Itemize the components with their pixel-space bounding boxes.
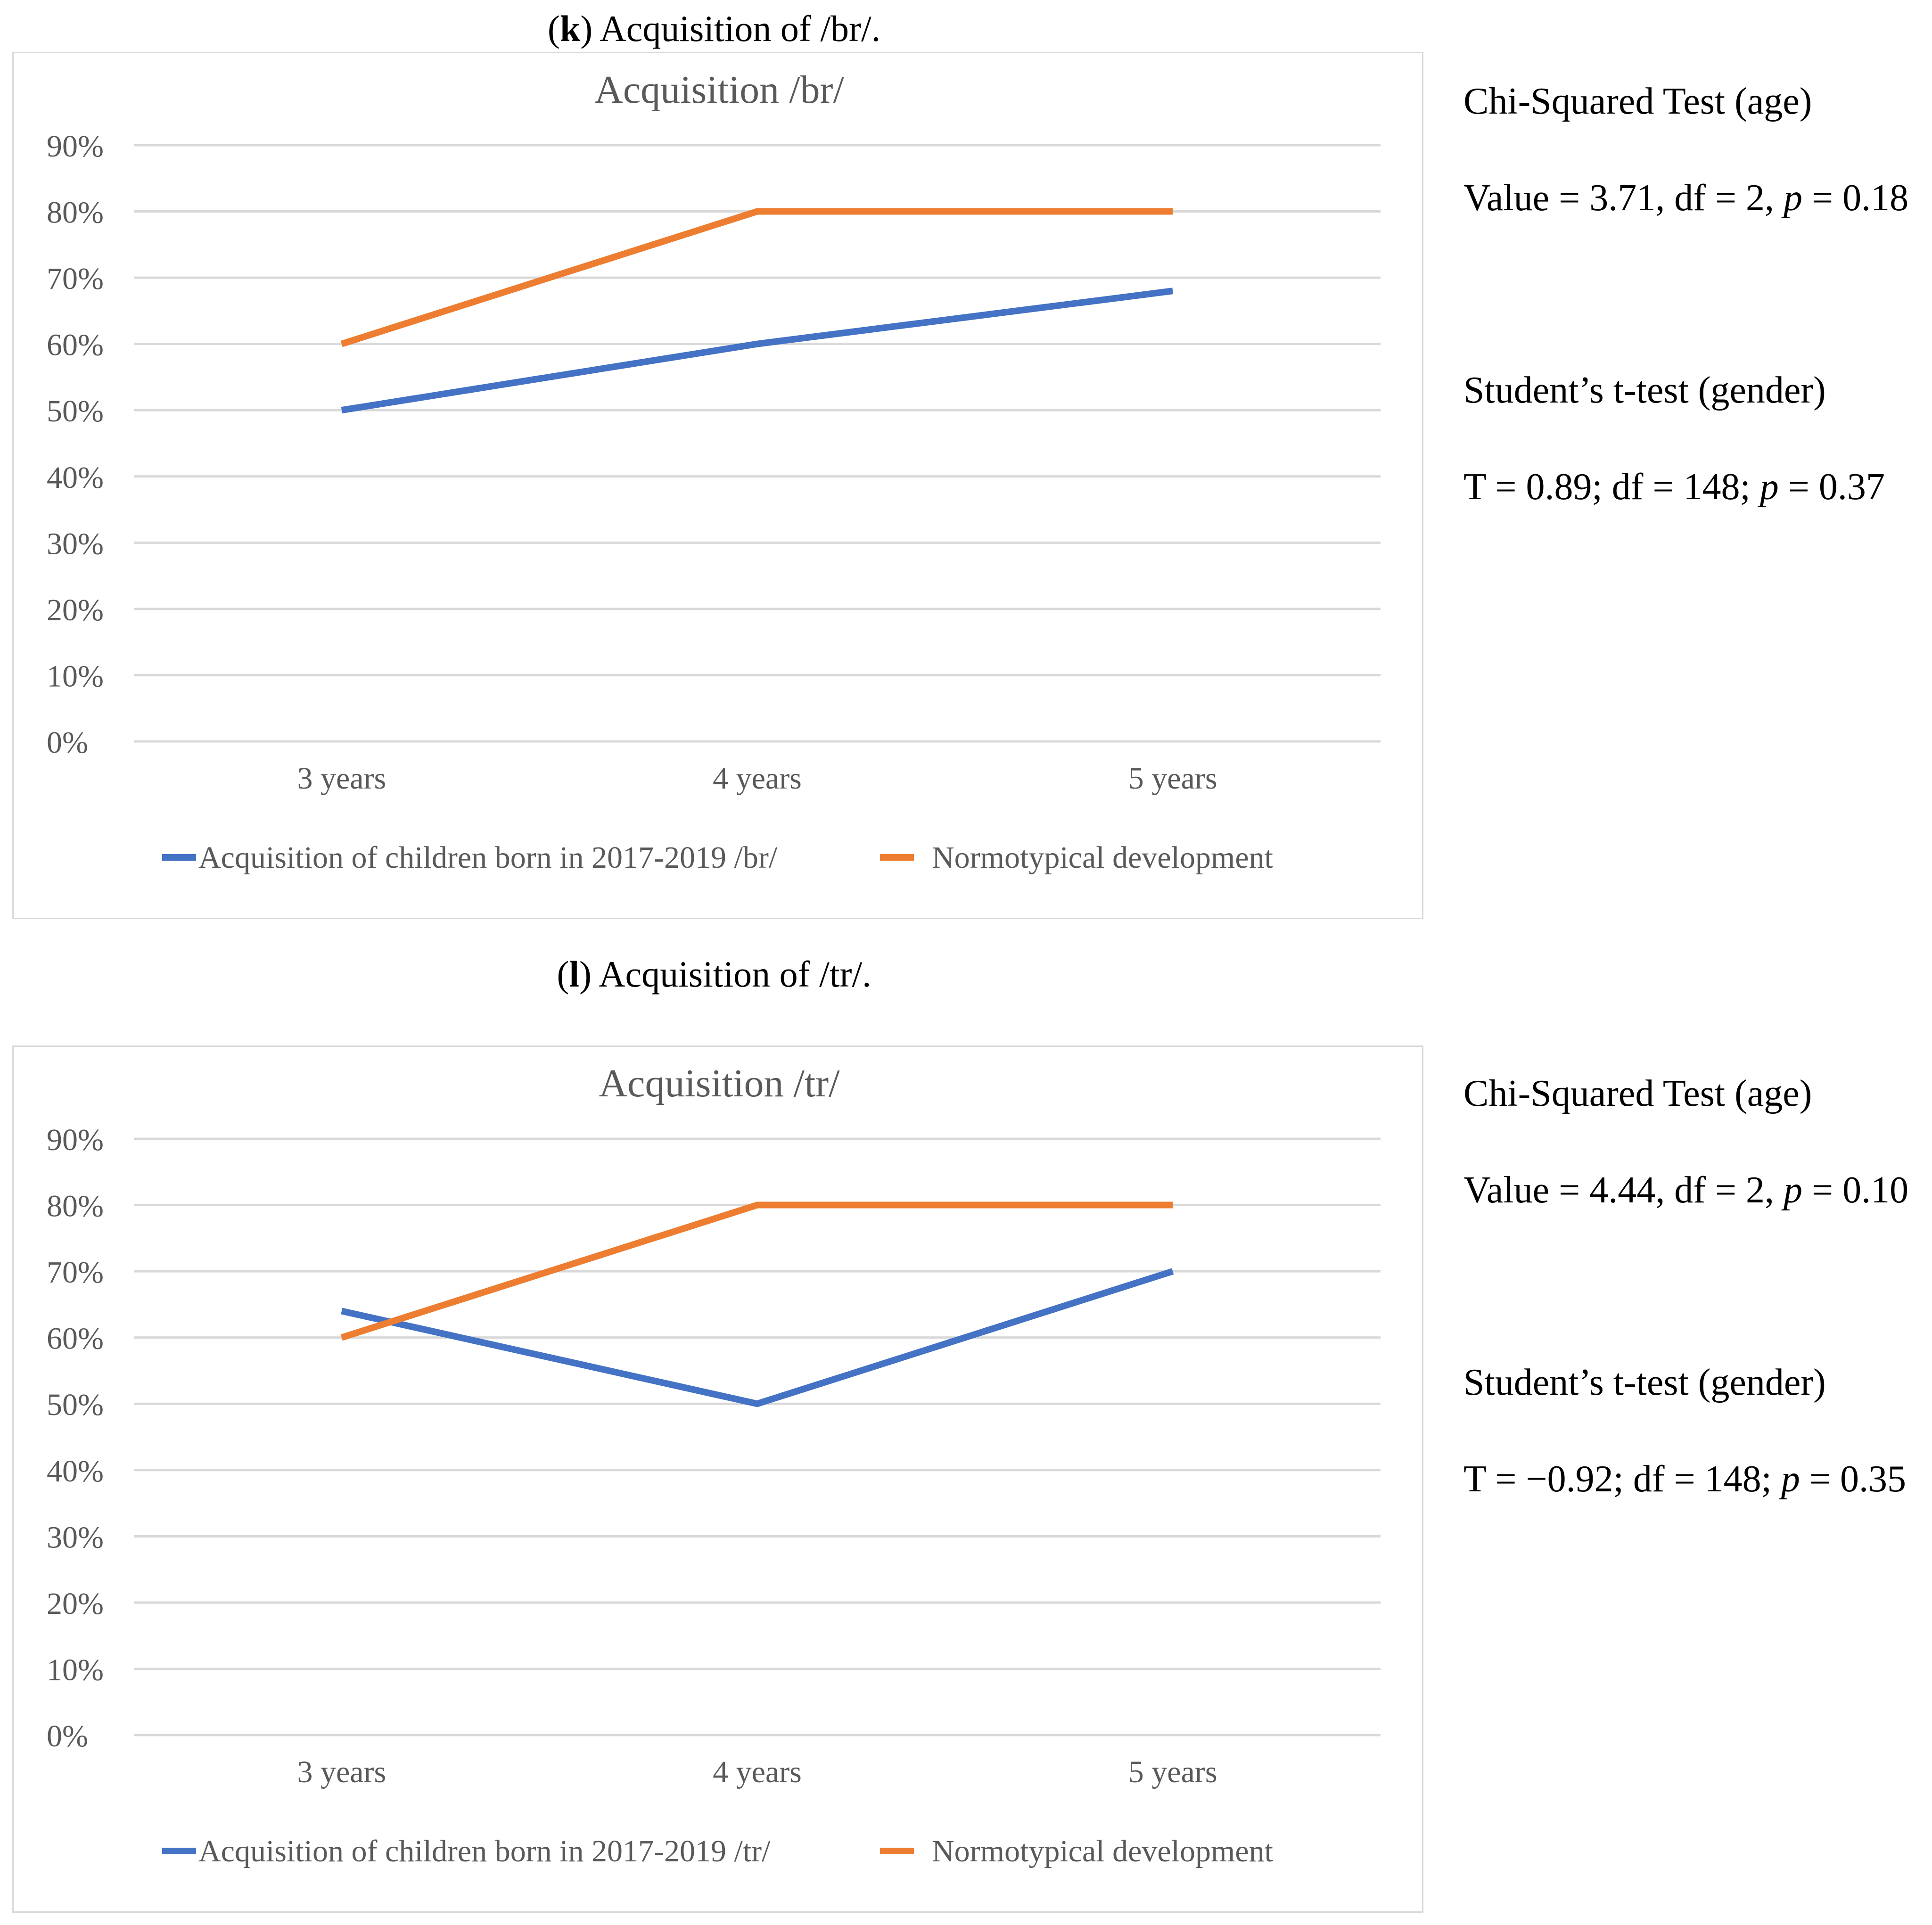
- chi-title-l: Chi-Squared Test (age): [1463, 1073, 1812, 1114]
- y-tick-label: 80%: [47, 196, 104, 230]
- legend-label-normotypical: Normotypical development: [932, 1834, 1273, 1868]
- chi-value-l-post: = 0.10: [1802, 1169, 1909, 1211]
- y-tick-label: 0%: [47, 725, 88, 760]
- t-p-l: p: [1781, 1458, 1800, 1500]
- caption-k-text: Acquisition of /br/.: [600, 8, 881, 49]
- y-tick-label: 10%: [47, 659, 104, 693]
- caption-l: (l) Acquisition of /tr/.: [557, 954, 871, 995]
- chi-value-k: Value = 3.71, df = 2, p = 0.18: [1463, 179, 1908, 217]
- t-value-k-pre: T = 0.89; df = 148;: [1463, 466, 1760, 508]
- y-tick-label: 80%: [47, 1189, 104, 1224]
- y-tick-label: 60%: [47, 1322, 104, 1356]
- chi-p-k: p: [1784, 177, 1803, 219]
- legend-label-acquisition: Acquisition of children born in 2017-201…: [198, 1834, 771, 1868]
- x-tick-label: 3 years: [297, 761, 386, 796]
- t-value-k-post: = 0.37: [1778, 466, 1885, 508]
- y-tick-label: 50%: [47, 1388, 104, 1422]
- x-tick-label: 3 years: [297, 1755, 386, 1789]
- caption-k: (k) Acquisition of /br/.: [547, 8, 881, 49]
- y-tick-label: 0%: [47, 1719, 88, 1753]
- x-tick-label: 5 years: [1128, 761, 1217, 796]
- chart-title: Acquisition /br/: [594, 68, 844, 112]
- chi-value-l-pre: Value = 4.44, df = 2,: [1463, 1169, 1784, 1211]
- chi-value-k-pre: Value = 3.71, df = 2,: [1463, 177, 1784, 219]
- t-title-k: Student’s t-test (gender): [1463, 370, 1826, 411]
- caption-l-letter: l: [569, 954, 580, 995]
- y-tick-label: 90%: [47, 129, 104, 164]
- t-value-l: T = −0.92; df = 148; p = 0.35: [1463, 1460, 1906, 1498]
- chart-panel-br: Acquisition /br/0% 10% 20% 30% 40% 50% 60% 70% 8…: [12, 52, 1423, 919]
- x-tick-label: 5 years: [1128, 1755, 1217, 1789]
- y-tick-label: 70%: [47, 1255, 104, 1290]
- y-tick-label: 30%: [47, 526, 104, 561]
- series-line-acquisition: [341, 288, 1174, 414]
- y-tick-label: 10%: [47, 1653, 104, 1687]
- x-tick-label: 4 years: [713, 1755, 802, 1789]
- y-tick-label: 50%: [47, 394, 104, 428]
- t-p-k: p: [1759, 466, 1779, 508]
- chart-title: Acquisition /tr/: [599, 1061, 840, 1105]
- y-tick-label: 20%: [47, 593, 104, 627]
- chi-value-l: Value = 4.44, df = 2, p = 0.10: [1463, 1171, 1908, 1209]
- chart-tr: Acquisition /tr/0% 10% 20% 30% 40% 50% 60% 70% 8…: [47, 1061, 1381, 1868]
- y-tick-label: 30%: [47, 1520, 104, 1555]
- t-value-k: T = 0.89; df = 148; p = 0.37: [1463, 468, 1885, 506]
- y-tick-label: 60%: [47, 328, 104, 362]
- chi-p-l: p: [1784, 1169, 1803, 1211]
- y-tick-label: 20%: [47, 1587, 104, 1621]
- chi-value-k-post: = 0.18: [1802, 177, 1909, 219]
- legend-label-acquisition: Acquisition of children born in 2017-201…: [198, 840, 778, 875]
- y-tick-label: 70%: [47, 262, 104, 296]
- y-tick-label: 90%: [47, 1123, 104, 1157]
- legend-label-normotypical: Normotypical development: [932, 840, 1273, 875]
- t-value-l-pre: T = −0.92; df = 148;: [1463, 1458, 1781, 1500]
- chi-title-k: Chi-Squared Test (age): [1463, 81, 1812, 122]
- chart-panel-tr: Acquisition /tr/0% 10% 20% 30% 40% 50% 60% 70% 8…: [12, 1045, 1423, 1913]
- t-title-l: Student’s t-test (gender): [1463, 1362, 1826, 1403]
- x-tick-label: 4 years: [713, 761, 802, 796]
- y-tick-label: 40%: [47, 1454, 104, 1489]
- t-value-l-post: = 0.35: [1800, 1458, 1906, 1500]
- caption-k-letter: k: [559, 8, 581, 49]
- caption-l-text: Acquisition of /tr/.: [599, 954, 871, 995]
- y-tick-label: 40%: [47, 461, 104, 495]
- chart-br: Acquisition /br/0% 10% 20% 30% 40% 50% 60% 70% 8…: [47, 68, 1381, 875]
